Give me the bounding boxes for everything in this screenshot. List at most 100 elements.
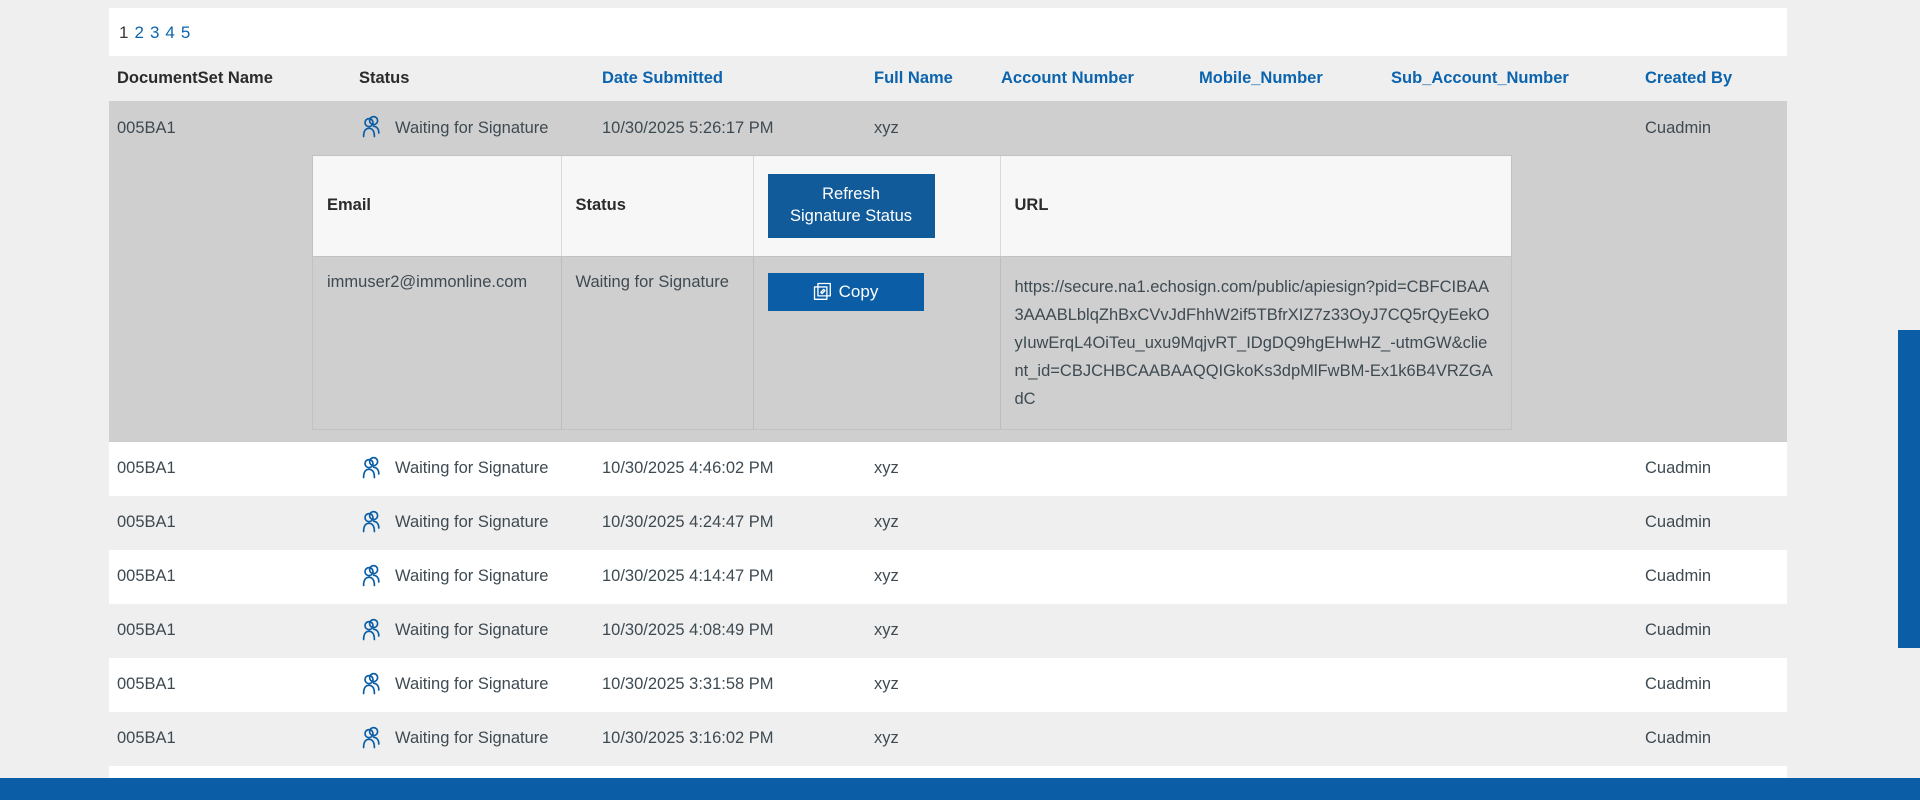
vertical-scrollbar-track[interactable]	[1898, 0, 1920, 800]
cell-account-number	[1001, 657, 1199, 712]
table-row[interactable]: 005BA1 Waiting for Signature 10/30/2025 3…	[109, 657, 1787, 712]
column-header-mobile-number[interactable]: Mobile_Number	[1199, 56, 1391, 101]
table-row[interactable]: 005BA1 Waiting for Signature 10/30/2025 5…	[109, 101, 1787, 155]
cell-created-by: Cuadmin	[1645, 101, 1787, 155]
refresh-signature-status-button[interactable]: Refresh Signature Status	[767, 173, 935, 238]
cell-created-by: Cuadmin	[1645, 603, 1787, 658]
column-header-sub-account-number[interactable]: Sub_Account_Number	[1391, 56, 1645, 101]
cell-documentset-name: 005BA1	[109, 603, 359, 658]
table-header: DocumentSet Name Status Date Submitted F…	[109, 56, 1787, 101]
status-label: Waiting for Signature	[395, 513, 549, 532]
signature-detail-header: Email Status Refresh Signature Status UR…	[313, 156, 1511, 257]
cell-mobile-number	[1199, 549, 1391, 604]
cell-status[interactable]: Waiting for Signature	[359, 101, 602, 155]
table-row[interactable]: 005BA1 Waiting for Signature 10/30/2025 4…	[109, 495, 1787, 550]
status-cell-content: Waiting for Signature	[359, 115, 602, 141]
users-icon	[362, 672, 380, 695]
cell-status[interactable]: Waiting for Signature	[359, 495, 602, 550]
cell-account-number	[1001, 495, 1199, 550]
status-label: Waiting for Signature	[395, 567, 549, 586]
cell-sub-account-number	[1391, 711, 1645, 766]
column-header-status[interactable]: Status	[359, 56, 602, 101]
cell-account-number	[1001, 441, 1199, 496]
signature-detail-table: Email Status Refresh Signature Status UR…	[313, 156, 1511, 429]
table-row[interactable]: 005BA1 Waiting for Signature 10/30/2025 3…	[109, 711, 1787, 766]
cell-mobile-number	[1199, 441, 1391, 496]
expanded-detail-cell: Email Status Refresh Signature Status UR…	[109, 155, 1787, 442]
cell-documentset-name: 005BA1	[109, 657, 359, 712]
column-header-date-submitted[interactable]: Date Submitted	[602, 56, 874, 101]
cell-sub-account-number	[1391, 495, 1645, 550]
column-header-documentset-name[interactable]: DocumentSet Name	[109, 56, 359, 101]
cell-date-submitted: 10/30/2025 4:46:02 PM	[602, 441, 874, 496]
status-label: Waiting for Signature	[395, 729, 549, 748]
signature-detail-body: immuser2@immonline.com Waiting for Signa…	[313, 256, 1511, 429]
pagination-page-3[interactable]: 3	[149, 22, 160, 42]
signature-detail-header-row: Email Status Refresh Signature Status UR…	[313, 156, 1511, 257]
cell-account-number	[1001, 711, 1199, 766]
cell-mobile-number	[1199, 603, 1391, 658]
column-header-created-by[interactable]: Created By	[1645, 56, 1787, 101]
users-icon	[362, 726, 380, 749]
cell-full-name: xyz	[874, 495, 1001, 550]
cell-created-by: Cuadmin	[1645, 549, 1787, 604]
copy-url-button[interactable]: Copy	[767, 272, 924, 311]
status-label: Waiting for Signature	[395, 675, 549, 694]
users-icon	[362, 618, 380, 641]
cell-date-submitted: 10/30/2025 4:08:49 PM	[602, 603, 874, 658]
cell-date-submitted: 10/30/2025 3:31:58 PM	[602, 657, 874, 712]
cell-mobile-number	[1199, 657, 1391, 712]
cell-created-by: Cuadmin	[1645, 711, 1787, 766]
cell-account-number	[1001, 549, 1199, 604]
status-cell-content: Waiting for Signature	[359, 726, 602, 752]
cell-documentset-name: 005BA1	[109, 101, 359, 155]
status-label: Waiting for Signature	[395, 621, 549, 640]
cell-date-submitted: 10/30/2025 4:24:47 PM	[602, 495, 874, 550]
cell-created-by: Cuadmin	[1645, 441, 1787, 496]
cell-status[interactable]: Waiting for Signature	[359, 549, 602, 604]
detail-column-header-url: URL	[1000, 156, 1511, 257]
cell-status[interactable]: Waiting for Signature	[359, 711, 602, 766]
detail-column-header-email: Email	[313, 156, 562, 257]
pagination-page-2[interactable]: 2	[134, 22, 144, 42]
detail-action-cell: Copy	[753, 256, 1001, 429]
cell-full-name: xyz	[874, 101, 1001, 155]
pagination-page-4[interactable]: 4	[165, 22, 175, 42]
users-icon	[362, 510, 380, 533]
cell-sub-account-number	[1391, 603, 1645, 658]
refresh-button-label-line1: Refresh	[822, 184, 880, 203]
document-sets-table-container: DocumentSet Name Status Date Submitted F…	[109, 56, 1787, 800]
status-cell-content: Waiting for Signature	[359, 456, 602, 482]
cell-mobile-number	[1199, 711, 1391, 766]
column-header-account-number[interactable]: Account Number	[1001, 56, 1199, 101]
pagination-page-5[interactable]: 5	[180, 22, 191, 42]
table-body: 005BA1 Waiting for Signature 10/30/2025 5…	[109, 101, 1787, 800]
cell-full-name: xyz	[874, 711, 1001, 766]
cell-sub-account-number	[1391, 441, 1645, 496]
table-header-row: DocumentSet Name Status Date Submitted F…	[109, 56, 1787, 101]
column-header-full-name[interactable]: Full Name	[874, 56, 1001, 101]
vertical-scrollbar-thumb[interactable]	[1898, 330, 1920, 648]
cell-sub-account-number	[1391, 101, 1645, 155]
users-icon	[362, 456, 380, 479]
status-label: Waiting for Signature	[395, 459, 549, 478]
cell-full-name: xyz	[874, 549, 1001, 604]
table-row[interactable]: 005BA1 Waiting for Signature 10/30/2025 4…	[109, 549, 1787, 604]
cell-status[interactable]: Waiting for Signature	[359, 441, 602, 496]
signature-detail-panel: Email Status Refresh Signature Status UR…	[312, 155, 1512, 430]
detail-column-header-status: Status	[561, 156, 754, 257]
cell-date-submitted: 10/30/2025 3:16:02 PM	[602, 711, 874, 766]
cell-documentset-name: 005BA1	[109, 495, 359, 550]
cell-documentset-name: 005BA1	[109, 549, 359, 604]
signature-detail-row: immuser2@immonline.com Waiting for Signa…	[313, 256, 1511, 429]
table-row[interactable]: 005BA1 Waiting for Signature 10/30/2025 4…	[109, 603, 1787, 658]
cell-date-submitted: 10/30/2025 4:14:47 PM	[602, 549, 874, 604]
cell-documentset-name: 005BA1	[109, 711, 359, 766]
cell-status[interactable]: Waiting for Signature	[359, 657, 602, 712]
table-row[interactable]: 005BA1 Waiting for Signature 10/30/2025 4…	[109, 441, 1787, 496]
cell-full-name: xyz	[874, 441, 1001, 496]
users-icon	[362, 564, 380, 587]
cell-documentset-name: 005BA1	[109, 441, 359, 496]
cell-status[interactable]: Waiting for Signature	[359, 603, 602, 658]
